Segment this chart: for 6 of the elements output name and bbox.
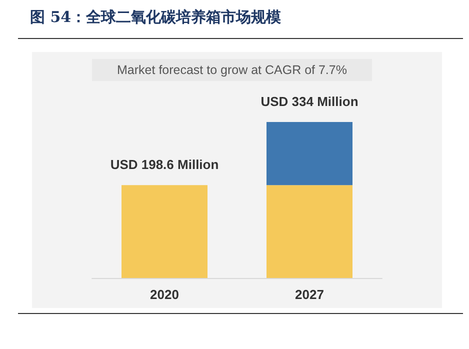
- total-label: USD 334 Million: [260, 94, 358, 109]
- total-label: USD 198.6 Million: [110, 157, 219, 172]
- x-tick-label: 2027: [295, 287, 324, 302]
- chart-subtitle: Market forecast to grow at CAGR of 7.7%: [92, 59, 372, 81]
- chart-title: 图 54：全球二氧化碳培养箱市场规模: [30, 8, 282, 27]
- x-tick-label: 2020: [150, 287, 179, 302]
